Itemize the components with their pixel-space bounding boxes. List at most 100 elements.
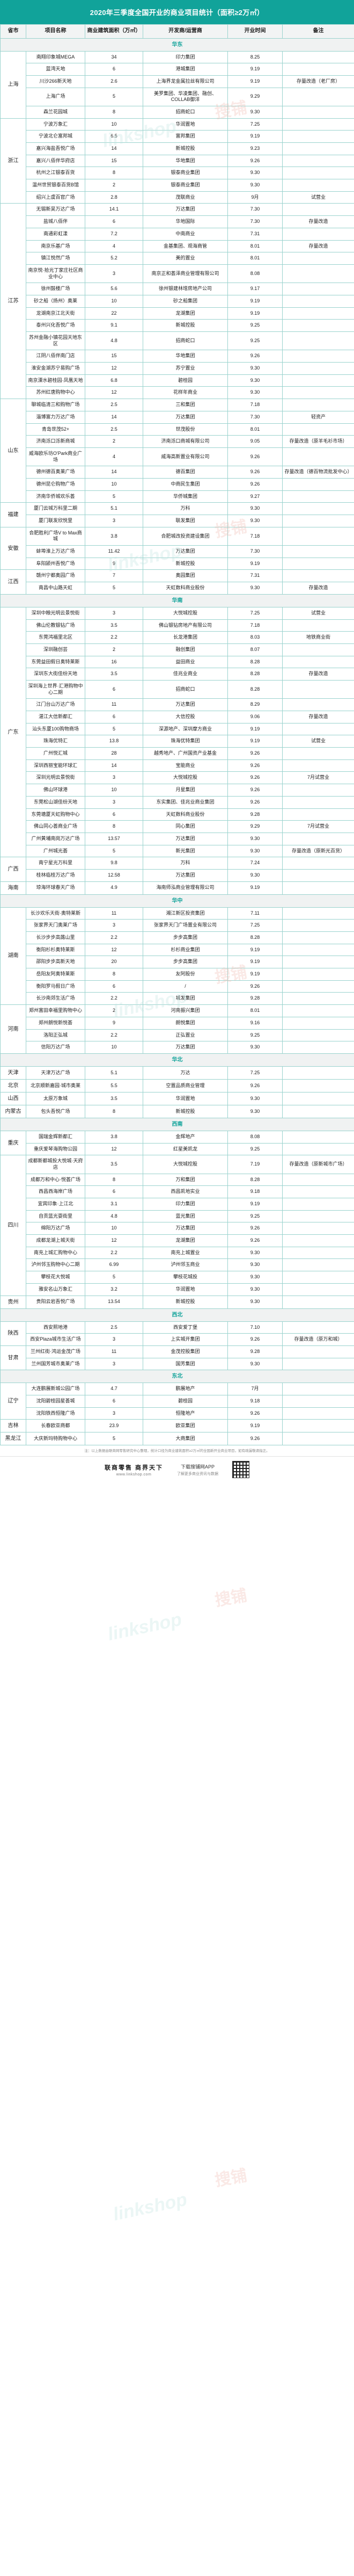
table-row: 北京 北京顺新嘉园·城市奥莱 5.5 空置品质商业管理 9.26 [0, 1079, 354, 1092]
open-date-cell: 9.28 [227, 808, 283, 821]
open-date-cell: 7.10 [227, 1321, 283, 1334]
open-date-cell: 9.25 [227, 1142, 283, 1156]
province-cell: 陕西 [0, 1321, 26, 1346]
project-name-cell: 沈阳铁西恒隆广场 [26, 1407, 85, 1420]
developer-cell: 金基集团、观海商管 [143, 240, 228, 253]
footer-download-label[interactable]: 下载搜铺网APP [181, 1464, 215, 1470]
area-cell: 14 [85, 410, 143, 424]
table-row: 砂之船（扬州）奥莱 10 砂之船集团 9.19 [1, 294, 354, 308]
project-name-cell: 绍兴上虞百官广场 [26, 191, 85, 204]
remark-cell [282, 105, 354, 119]
remark-cell: 轻资产 [282, 410, 354, 424]
table-row: 江苏 无锡新吴万达广场 14.1 万达集团 7.30 [0, 203, 354, 400]
project-name-cell: 南京悦·拾光丁家庄社区商业中心 [26, 264, 85, 284]
open-date-cell: 9.19 [227, 722, 283, 736]
table-row: 邵阳步步高新天地 20 步步高集团 9.19 [1, 956, 354, 969]
table-row: 济南泺口泺新商城 2 济南泺口商城有限公司 9.05 存量改造（原羊毛衫市场） [1, 435, 354, 448]
region-header-row: 华南 [0, 594, 354, 607]
open-date-cell: 9.25 [227, 331, 283, 351]
developer-cell: 东实集团、佳兆业商业集团 [143, 795, 228, 809]
area-cell: 3.8 [85, 526, 143, 546]
developer-cell: 富邦集团 [143, 130, 228, 143]
table-row: 信阳万达广场 10 万达集团 9.30 [1, 1041, 354, 1054]
open-date-cell: 8.28 [227, 655, 283, 669]
open-date-cell: 9.06 [227, 711, 283, 723]
project-name-cell: 江阴八佰伴南门店 [26, 350, 85, 363]
open-date-cell: 9.26 [227, 1222, 283, 1235]
developer-cell: 朗悦集团 [143, 1016, 228, 1030]
area-cell: 7.2 [85, 227, 143, 241]
remark-cell: 试营业 [282, 191, 354, 204]
province-cell: 福建 [0, 502, 26, 527]
area-cell: 8 [85, 1173, 143, 1186]
area-cell: 3 [85, 1357, 143, 1371]
area-cell: 2.5 [85, 423, 143, 436]
remark-cell [282, 118, 354, 131]
region-label: 华南 [0, 594, 354, 607]
table-row: 苏州红唐购物中心 12 花样年商业 9.30 [1, 386, 354, 400]
remark-cell [282, 747, 354, 760]
developer-cell: 上实城开集团 [143, 1333, 228, 1346]
project-name-cell: 嘉兴八佰伴华府店 [26, 154, 85, 168]
province-cell: 内蒙古 [0, 1104, 26, 1118]
area-cell: 2 [85, 179, 143, 192]
remark-cell [282, 1066, 354, 1080]
open-date-cell: 7.30 [227, 545, 283, 558]
table-row: 辽宁 大连鹏展新城公园广场 4.7 鹏展地产 7月 [0, 1383, 354, 1420]
col-project-name: 项目名称 [26, 24, 85, 39]
developer-cell: 万达集团 [143, 410, 228, 424]
developer-cell: 印力集团 [143, 1198, 228, 1211]
area-cell: 8 [85, 968, 143, 981]
area-cell: 3 [85, 795, 143, 809]
area-cell: 10 [85, 477, 143, 491]
developer-cell: 海南师泓商业管理有限公司 [143, 881, 228, 895]
open-date-cell: 9.30 [227, 167, 283, 180]
region-header-row: 华东 [0, 38, 354, 52]
project-name-cell: 邵阳步步高新天地 [26, 956, 85, 969]
remark-cell [282, 307, 354, 320]
area-cell: 5 [85, 582, 143, 595]
project-name-cell: 宁波万象汇 [26, 118, 85, 131]
remark-cell: 存量改造 [282, 215, 354, 228]
open-date-cell: 8.28 [227, 931, 283, 944]
remark-cell [282, 1079, 354, 1092]
project-name-cell: 成都万和中心·悦荟广场 [26, 1173, 85, 1186]
developer-cell: 万达 [143, 1066, 228, 1080]
project-name-cell: 南充上城汇购物中心 [26, 1246, 85, 1260]
table-row: 淮安金湖苏宁易购广场 12 苏宁置业 9.30 [1, 362, 354, 375]
remark-cell [282, 832, 354, 845]
project-name-cell: 温州世贸银泰百货B馆 [26, 179, 85, 192]
table-row: 湖南 长沙欢乐天街·奥特莱斯 11 湘江新区投资集团 7.11 [0, 907, 354, 1005]
table-row: 蚌埠淮上万达广场 11.42 万达集团 7.30 [1, 545, 354, 558]
developer-cell: 茂联商业 [143, 191, 228, 204]
project-name-cell: 绵阳万达广场 [26, 1222, 85, 1235]
open-date-cell: 9.29 [227, 820, 283, 833]
remark-cell [282, 399, 354, 411]
developer-cell: 珠海优特集团 [143, 735, 228, 748]
open-date-cell: 9.30 [227, 105, 283, 119]
open-date-cell: 8.01 [227, 252, 283, 265]
area-cell: 3 [85, 1407, 143, 1420]
developer-cell: 欧亚集团 [143, 1419, 228, 1433]
footer-subtext: 了解更多商业资讯与数据 [177, 1472, 219, 1476]
remark-cell: 存量改造 [282, 582, 354, 595]
col-province: 省市 [0, 24, 26, 39]
remark-cell [282, 679, 354, 699]
table-row: 黑龙江 大庆新玛特购物中心 5 大商集团 9.26 [0, 1432, 354, 1446]
remark-cell [282, 1432, 354, 1446]
area-cell: 15 [85, 154, 143, 168]
area-cell: 8 [85, 105, 143, 119]
area-cell: 5.6 [85, 283, 143, 295]
open-date-cell: 9.30 [227, 869, 283, 882]
developer-cell: 万和集团 [143, 1173, 228, 1186]
project-name-cell: 深圳海上世界·汇港购物中心二期 [26, 679, 85, 699]
table-row: 南充上城汇购物中心 2.2 南充上城置业 9.30 [1, 1246, 354, 1260]
open-date-cell: 9.28 [227, 1345, 283, 1358]
remark-cell [282, 869, 354, 882]
open-date-cell: 9.29 [227, 87, 283, 106]
remark-cell [282, 294, 354, 308]
table-row: 广西 南宁星光万科里 9.8 万科 7.24 [0, 857, 354, 882]
table-row: 长沙南郊生活广场 2.2 城发集团 9.28 [1, 992, 354, 1005]
remark-cell [282, 857, 354, 870]
table-row: 海南 琼海环球春天广场 4.9 海南师泓商业管理有限公司 9.19 [0, 881, 354, 895]
